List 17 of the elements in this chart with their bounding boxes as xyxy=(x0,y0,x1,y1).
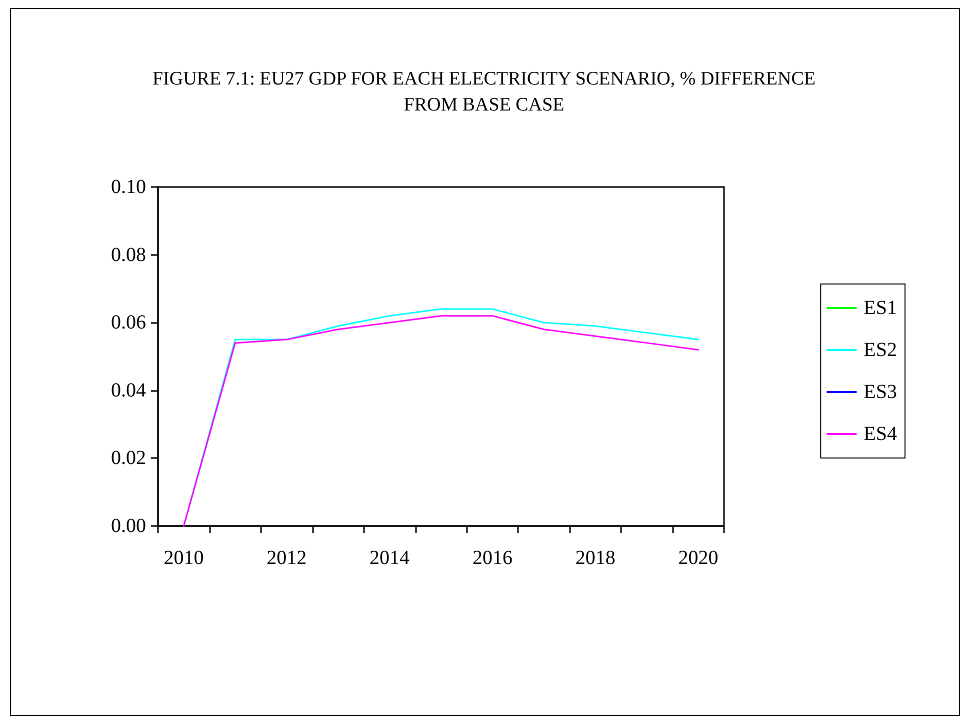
y-tick-label: 0.06 xyxy=(111,312,146,334)
x-tick-label: 2010 xyxy=(164,547,204,569)
x-tick-label: 2012 xyxy=(266,547,307,569)
legend-label: ES3 xyxy=(864,381,898,403)
legend-label: ES2 xyxy=(864,339,898,361)
y-tick-label: 0.02 xyxy=(111,447,146,470)
chart-title: FIGURE 7.1: EU27 GDP FOR EACH ELECTRICITY SCENARIO, % DIFFERENCE FROM BASE CASE xyxy=(152,68,816,116)
y-tick-label: 0.08 xyxy=(111,244,146,266)
legend-label: ES4 xyxy=(864,423,898,445)
x-tick-label: 2016 xyxy=(472,547,512,569)
y-tick-label: 0.10 xyxy=(111,176,146,198)
y-tick-label: 0.04 xyxy=(111,379,146,402)
x-tick-label: 2018 xyxy=(575,547,616,569)
y-tick-label: 0.00 xyxy=(111,515,146,537)
x-tick-label: 2020 xyxy=(678,547,718,569)
x-tick-label: 2014 xyxy=(370,547,410,569)
legend-label: ES1 xyxy=(864,297,898,319)
